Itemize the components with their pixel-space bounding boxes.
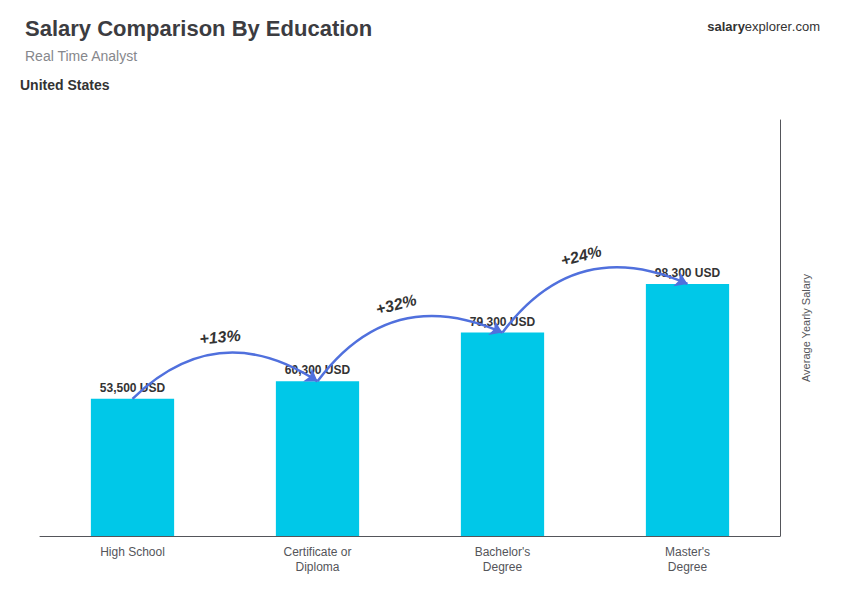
svg-text:salary: salary xyxy=(707,19,745,34)
svg-text:60,300 USD: 60,300 USD xyxy=(285,363,351,377)
svg-text:Degree: Degree xyxy=(483,560,523,574)
svg-text:+32%: +32% xyxy=(374,291,418,318)
svg-text:Certificate or: Certificate or xyxy=(283,545,351,559)
svg-text:Master's: Master's xyxy=(665,545,710,559)
svg-text:High School: High School xyxy=(100,545,165,559)
svg-text:98,300 USD: 98,300 USD xyxy=(655,266,721,280)
svg-text:79,300 USD: 79,300 USD xyxy=(470,315,536,329)
svg-text:Average Yearly Salary: Average Yearly Salary xyxy=(800,273,812,382)
svg-text:Diploma: Diploma xyxy=(295,560,339,574)
svg-text:explorer: explorer xyxy=(745,19,793,34)
svg-text:.com: .com xyxy=(792,19,820,34)
svg-text:Bachelor's: Bachelor's xyxy=(475,545,531,559)
svg-text:Real Time Analyst: Real Time Analyst xyxy=(25,48,137,64)
svg-text:53,500 USD: 53,500 USD xyxy=(100,381,166,395)
svg-text:United States: United States xyxy=(20,77,110,93)
svg-text:Degree: Degree xyxy=(668,560,708,574)
svg-text:Salary Comparison By Education: Salary Comparison By Education xyxy=(25,16,372,41)
svg-text:+13%: +13% xyxy=(199,327,242,348)
svg-text:+24%: +24% xyxy=(559,242,603,269)
